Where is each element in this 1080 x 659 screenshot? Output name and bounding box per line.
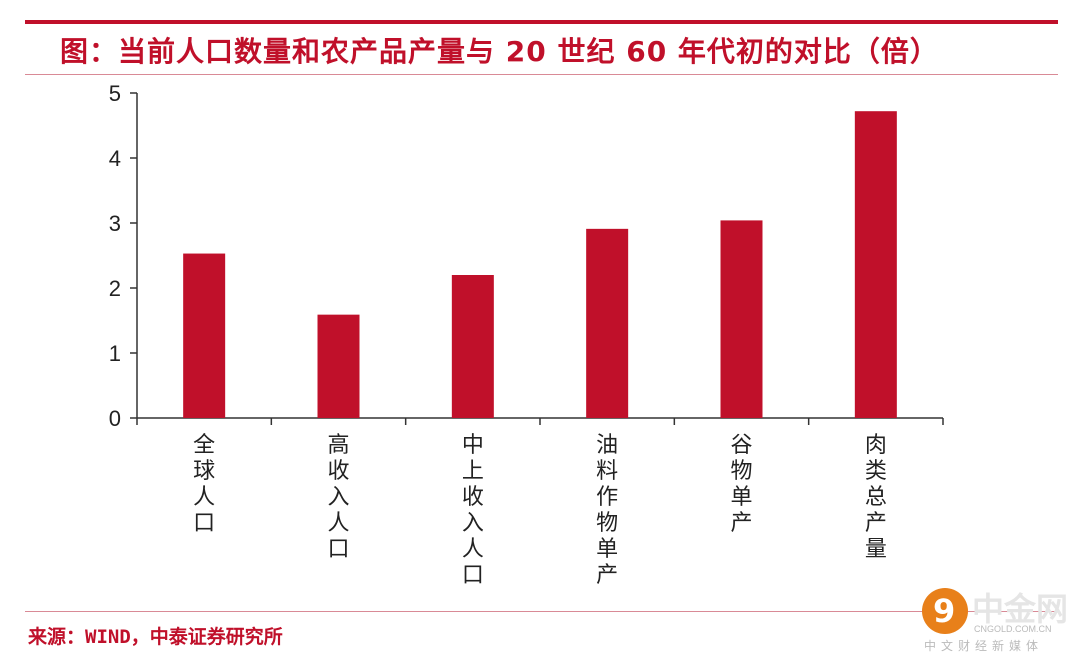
y-tick-label: 5 bbox=[109, 81, 121, 106]
category-label: 肉类总产量 bbox=[865, 433, 887, 562]
category-label: 谷物单产 bbox=[730, 433, 752, 536]
bar bbox=[183, 253, 226, 418]
bar bbox=[451, 275, 494, 418]
bottom-rule bbox=[25, 611, 1058, 612]
y-tick-label: 2 bbox=[109, 276, 121, 301]
y-tick-label: 0 bbox=[109, 406, 121, 431]
category-label: 中上收入人口 bbox=[462, 433, 484, 588]
bar-series bbox=[183, 111, 897, 418]
logo-mark-icon: 9 bbox=[922, 588, 968, 634]
y-tick-label: 1 bbox=[109, 341, 121, 366]
chart-title: 图：当前人口数量和农产品产量与 20 世纪 60 年代初的对比（倍） bbox=[60, 35, 939, 68]
category-label: 全球人口 bbox=[193, 433, 215, 536]
bar bbox=[586, 228, 629, 418]
x-axis bbox=[136, 417, 944, 425]
bar bbox=[854, 111, 897, 418]
category-labels: 全球人口 高收入人口 中上收入人口 油料作物单产 谷物单产 肉类总产量 bbox=[193, 433, 887, 588]
logo-tagline: 中文财经新媒体 bbox=[924, 639, 1044, 653]
y-tick-label: 3 bbox=[109, 211, 121, 236]
logo-url: CNGOLD.COM.CN bbox=[974, 624, 1052, 634]
title-rule bbox=[25, 74, 1058, 75]
bar bbox=[317, 314, 360, 418]
bar bbox=[720, 220, 763, 418]
category-label: 油料作物单产 bbox=[596, 433, 618, 588]
watermark-logo: 9 中金网 CNGOLD.COM.CN 中文财经新媒体 bbox=[922, 584, 1072, 654]
y-tick-label: 4 bbox=[109, 146, 121, 171]
y-axis: 0 1 2 3 4 5 bbox=[109, 81, 138, 431]
top-rule bbox=[25, 20, 1058, 24]
logo-name: 中金网 bbox=[972, 590, 1069, 628]
category-label: 高收入人口 bbox=[327, 433, 349, 562]
source-note: 来源：WIND，中泰证券研究所 bbox=[28, 626, 283, 648]
